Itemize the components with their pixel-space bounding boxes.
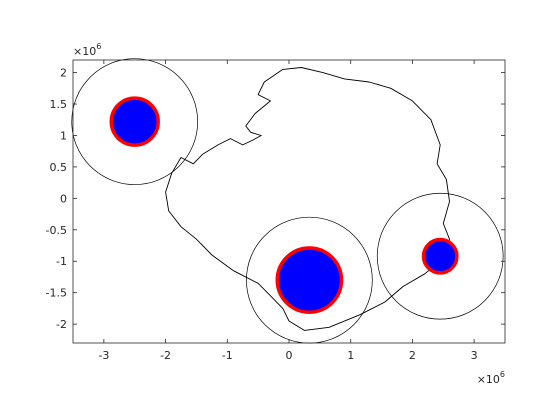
ticks-layer: -3 -2 -1 0 1 2 3 2 1.5 1 0.5 0 -0.5 -1 -1.5 -2 — [46, 60, 505, 362]
x-tick-label: -3 — [98, 349, 109, 362]
y-axis-exponent: ×106 — [73, 42, 101, 58]
range-circle-1 — [71, 58, 199, 185]
x-tick-label: -2 — [160, 349, 171, 362]
y-tick-label: 0.5 — [50, 161, 68, 174]
x-tick-label: 1 — [347, 349, 354, 362]
circle-markers-layer — [71, 58, 504, 344]
data-point-marker-1 — [109, 96, 160, 147]
range-circle-3 — [376, 192, 504, 320]
y-tick-label: 1.5 — [50, 98, 68, 111]
antarctica-coastline — [165, 67, 450, 331]
x-exponent-power: 6 — [500, 370, 505, 379]
y-tick-label: 2 — [60, 67, 67, 80]
y-tick-label: -1 — [56, 255, 67, 268]
y-tick-label: 1 — [60, 129, 67, 142]
x-tick-label: 3 — [471, 349, 478, 362]
data-point-marker-3 — [421, 237, 459, 275]
coastline-layer — [165, 67, 450, 331]
x-exponent-base: ×10 — [477, 373, 500, 386]
x-axis-exponent: ×106 — [477, 370, 505, 386]
data-point-marker-2 — [275, 246, 344, 314]
x-tick-label: 2 — [409, 349, 416, 362]
y-tick-label: -1.5 — [46, 287, 67, 300]
y-exponent-power: 6 — [96, 42, 101, 51]
y-tick-label: 0 — [60, 192, 67, 205]
y-tick-label: -0.5 — [46, 224, 67, 237]
x-tick-label: -1 — [222, 349, 233, 362]
x-tick-label: 0 — [286, 349, 293, 362]
y-tick-label: -2 — [56, 318, 67, 331]
y-exponent-base: ×10 — [73, 45, 96, 58]
